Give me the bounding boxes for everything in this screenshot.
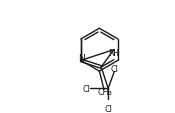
Text: CH₃: CH₃	[97, 88, 112, 97]
Text: N: N	[108, 48, 115, 57]
Text: Cl: Cl	[83, 84, 91, 93]
Text: H: H	[112, 48, 118, 57]
Text: Cl: Cl	[104, 105, 112, 113]
Text: Cl: Cl	[110, 65, 118, 74]
Text: N: N	[78, 54, 85, 63]
